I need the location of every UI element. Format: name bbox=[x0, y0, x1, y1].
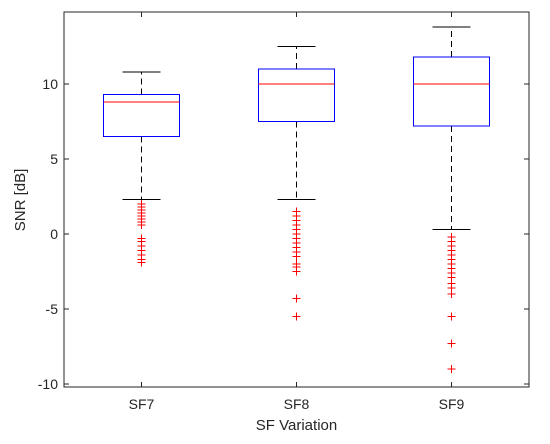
outlier-marker bbox=[447, 339, 456, 348]
iqr-box bbox=[258, 68, 335, 122]
outlier-marker bbox=[137, 221, 146, 229]
outlier-marker bbox=[292, 294, 301, 303]
iqr-box bbox=[413, 56, 490, 127]
outlier-marker bbox=[292, 252, 301, 261]
x-axis-label: SF Variation bbox=[256, 417, 337, 434]
outlier-marker bbox=[137, 258, 146, 267]
y-tick-label: 10 bbox=[42, 76, 58, 92]
box-sf9 bbox=[413, 26, 490, 373]
x-tick-label: SF8 bbox=[284, 396, 310, 412]
box-sf7 bbox=[103, 71, 180, 267]
y-axis-label: SNR [dB] bbox=[12, 169, 29, 232]
y-tick-label: 0 bbox=[50, 226, 58, 242]
y-axis-ticks: -10 -5 0 5 10 bbox=[38, 76, 529, 392]
x-tick-label: SF7 bbox=[129, 396, 155, 412]
x-axis-ticks: SF7 SF8 SF9 bbox=[129, 12, 465, 412]
box-sf8 bbox=[258, 46, 335, 321]
outlier-marker bbox=[292, 312, 301, 321]
outlier-marker bbox=[447, 290, 456, 298]
iqr-box bbox=[103, 94, 180, 137]
y-tick-label: -5 bbox=[46, 301, 59, 317]
boxes-group bbox=[103, 26, 490, 373]
outlier-marker bbox=[447, 365, 456, 373]
y-tick-label: 5 bbox=[50, 151, 58, 167]
y-tick-label: -10 bbox=[38, 376, 58, 392]
x-tick-label: SF9 bbox=[439, 396, 465, 412]
outlier-marker bbox=[292, 267, 301, 276]
outlier-marker bbox=[447, 312, 456, 321]
